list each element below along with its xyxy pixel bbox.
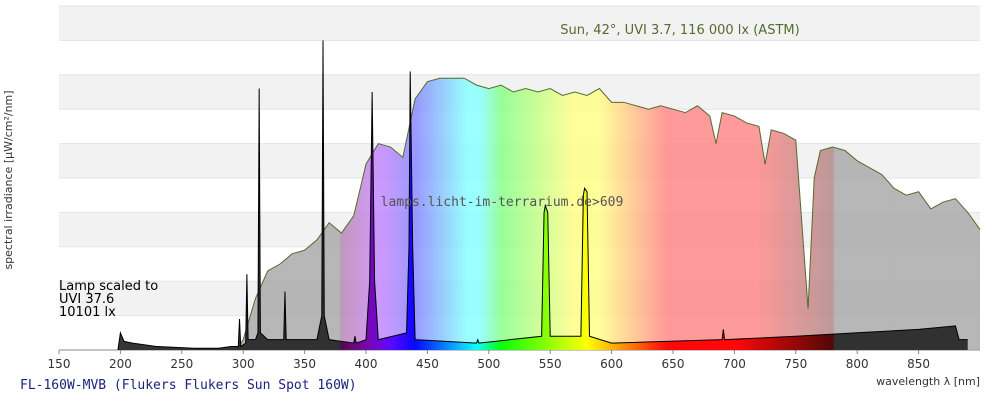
y-axis-label: spectral irradiance [µW/cm²/nm] xyxy=(2,90,15,269)
x-tick-label: 400 xyxy=(355,357,378,371)
grid-band xyxy=(59,6,980,41)
x-tick-label: 200 xyxy=(109,357,132,371)
annotation: Sun, 42°, UVI 3.7, 116 000 lx (ASTM) xyxy=(560,23,799,38)
series-line xyxy=(236,77,981,351)
annotation: Lamp scaled to xyxy=(59,279,158,294)
x-tick-label: 650 xyxy=(662,357,685,371)
x-tick-label: 300 xyxy=(232,357,255,371)
chart-title: FL-160W-MVB (Flukers Flukers Sun Spot 16… xyxy=(20,378,357,393)
annotation: 10101 lx xyxy=(59,305,116,320)
x-tick-label: 750 xyxy=(784,357,807,371)
x-tick-label: 150 xyxy=(48,357,71,371)
x-tick-label: 450 xyxy=(416,357,439,371)
x-tick-label: 250 xyxy=(170,357,193,371)
series-area xyxy=(237,78,980,351)
watermark: lamps.licht-im-terrarium.de>609 xyxy=(381,195,624,210)
x-tick-label: 850 xyxy=(907,357,930,371)
x-tick-label: 600 xyxy=(600,357,623,371)
x-tick-label: 500 xyxy=(477,357,500,371)
x-tick-label: 350 xyxy=(293,357,316,371)
x-tick-label: 800 xyxy=(846,357,869,371)
x-tick-label: 550 xyxy=(539,357,562,371)
x-axis-label: wavelength λ [nm] xyxy=(876,375,980,388)
annotation: UVI 37.6 xyxy=(59,292,114,307)
series-line xyxy=(117,40,968,351)
x-tick-label: 700 xyxy=(723,357,746,371)
